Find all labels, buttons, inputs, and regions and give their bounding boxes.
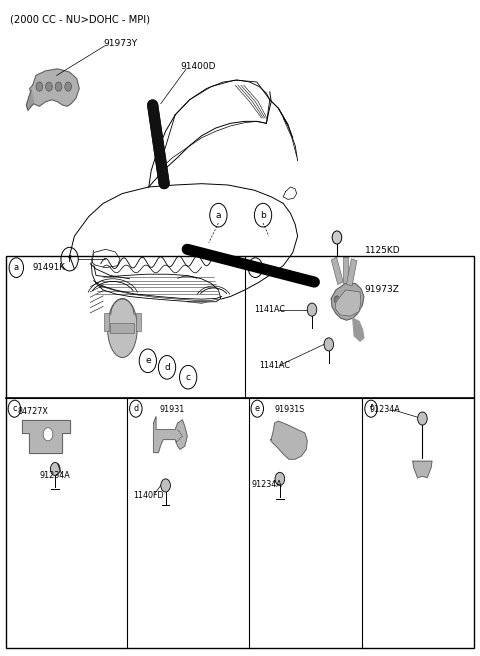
Text: f: f	[68, 255, 71, 264]
Circle shape	[65, 82, 72, 91]
Text: 91234A: 91234A	[252, 480, 282, 489]
Polygon shape	[91, 251, 221, 302]
Circle shape	[418, 412, 427, 425]
Polygon shape	[413, 461, 432, 478]
Polygon shape	[22, 420, 70, 453]
Text: 91931: 91931	[159, 405, 185, 414]
Text: d: d	[133, 404, 138, 413]
Polygon shape	[353, 318, 364, 341]
Circle shape	[351, 296, 357, 304]
Circle shape	[55, 82, 62, 91]
Bar	[331, 257, 343, 285]
Text: f: f	[370, 404, 372, 413]
Ellipse shape	[108, 298, 137, 358]
Text: c: c	[186, 373, 191, 382]
Circle shape	[36, 82, 43, 91]
Text: b: b	[260, 211, 266, 220]
Text: 91400D: 91400D	[180, 62, 216, 72]
Polygon shape	[270, 421, 307, 459]
Text: 91234A: 91234A	[370, 405, 400, 415]
Circle shape	[343, 296, 348, 304]
Circle shape	[324, 338, 334, 351]
Text: a: a	[14, 263, 19, 272]
Text: 91234A: 91234A	[39, 471, 70, 480]
Polygon shape	[283, 187, 297, 199]
Polygon shape	[30, 69, 79, 106]
Text: 1141AC: 1141AC	[259, 361, 290, 370]
Text: 91973Y: 91973Y	[103, 39, 137, 48]
Text: 1140FD: 1140FD	[133, 491, 164, 500]
Text: e: e	[255, 404, 260, 413]
Text: a: a	[216, 211, 221, 220]
Text: (2000 CC - NU>DOHC - MPI): (2000 CC - NU>DOHC - MPI)	[10, 14, 150, 24]
Circle shape	[46, 82, 52, 91]
Text: 91973Z: 91973Z	[365, 285, 400, 295]
Circle shape	[332, 231, 342, 244]
Text: 1141AC: 1141AC	[254, 305, 286, 314]
Text: c: c	[12, 404, 17, 413]
Polygon shape	[331, 283, 364, 320]
Circle shape	[43, 428, 53, 441]
Polygon shape	[154, 417, 187, 453]
Text: 1125KD: 1125KD	[365, 246, 400, 255]
Text: d: d	[164, 363, 170, 372]
Bar	[6, 256, 474, 648]
Circle shape	[307, 303, 317, 316]
Circle shape	[334, 296, 340, 304]
Circle shape	[50, 462, 60, 476]
Text: 91491K: 91491K	[32, 263, 65, 272]
Bar	[343, 257, 348, 283]
Circle shape	[161, 479, 170, 492]
Polygon shape	[335, 290, 361, 316]
Bar	[136, 313, 141, 331]
Text: 91931S: 91931S	[274, 405, 304, 414]
Text: b: b	[252, 263, 258, 272]
Polygon shape	[26, 91, 34, 110]
Circle shape	[275, 472, 285, 485]
Text: e: e	[145, 356, 151, 365]
Text: 84727X: 84727X	[17, 407, 48, 417]
Polygon shape	[92, 249, 120, 268]
Bar	[104, 313, 109, 331]
Bar	[110, 323, 134, 333]
Bar	[347, 258, 357, 286]
